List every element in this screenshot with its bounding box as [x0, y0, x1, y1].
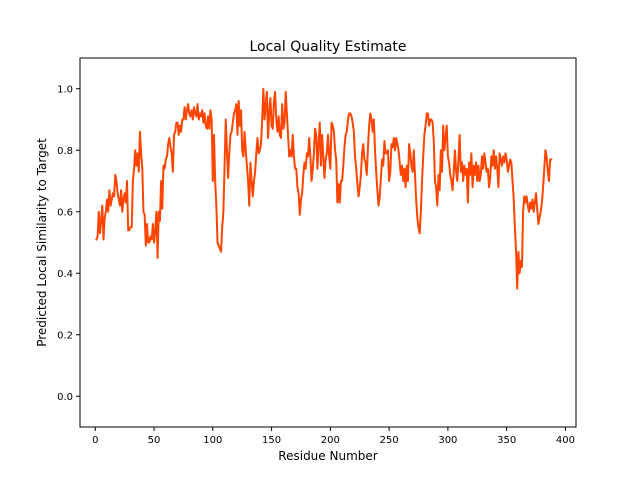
x-tick-label: 400 [556, 435, 575, 446]
x-tick-label: 300 [438, 435, 457, 446]
y-tick-label: 0.0 [57, 392, 73, 403]
y-tick-label: 0.2 [57, 330, 73, 341]
y-tick-label: 1.0 [57, 84, 73, 95]
series-line [95, 87, 553, 290]
chart-title: Local Quality Estimate [249, 39, 406, 55]
x-tick-label: 150 [262, 435, 281, 446]
plot-area [79, 57, 577, 428]
x-tick-label: 0 [92, 435, 98, 446]
axes-frame [79, 57, 577, 428]
x-axis: 0 50 100 150 200 250 300 350 400 [92, 427, 575, 446]
y-axis-label: Predicted Local Similarity to Target [35, 138, 49, 347]
x-tick-label: 350 [497, 435, 516, 446]
x-tick-label: 250 [380, 435, 399, 446]
series-layer [95, 87, 553, 290]
x-tick-label: 50 [148, 435, 161, 446]
x-axis-label: Residue Number [278, 449, 377, 463]
y-tick-label: 0.6 [57, 207, 73, 218]
x-tick-label: 200 [321, 435, 340, 446]
y-tick-label: 0.4 [57, 269, 73, 280]
x-tick-label: 100 [203, 435, 222, 446]
y-tick-label: 0.8 [57, 146, 73, 157]
y-axis: 0.0 0.2 0.4 0.6 0.8 1.0 [57, 84, 80, 403]
